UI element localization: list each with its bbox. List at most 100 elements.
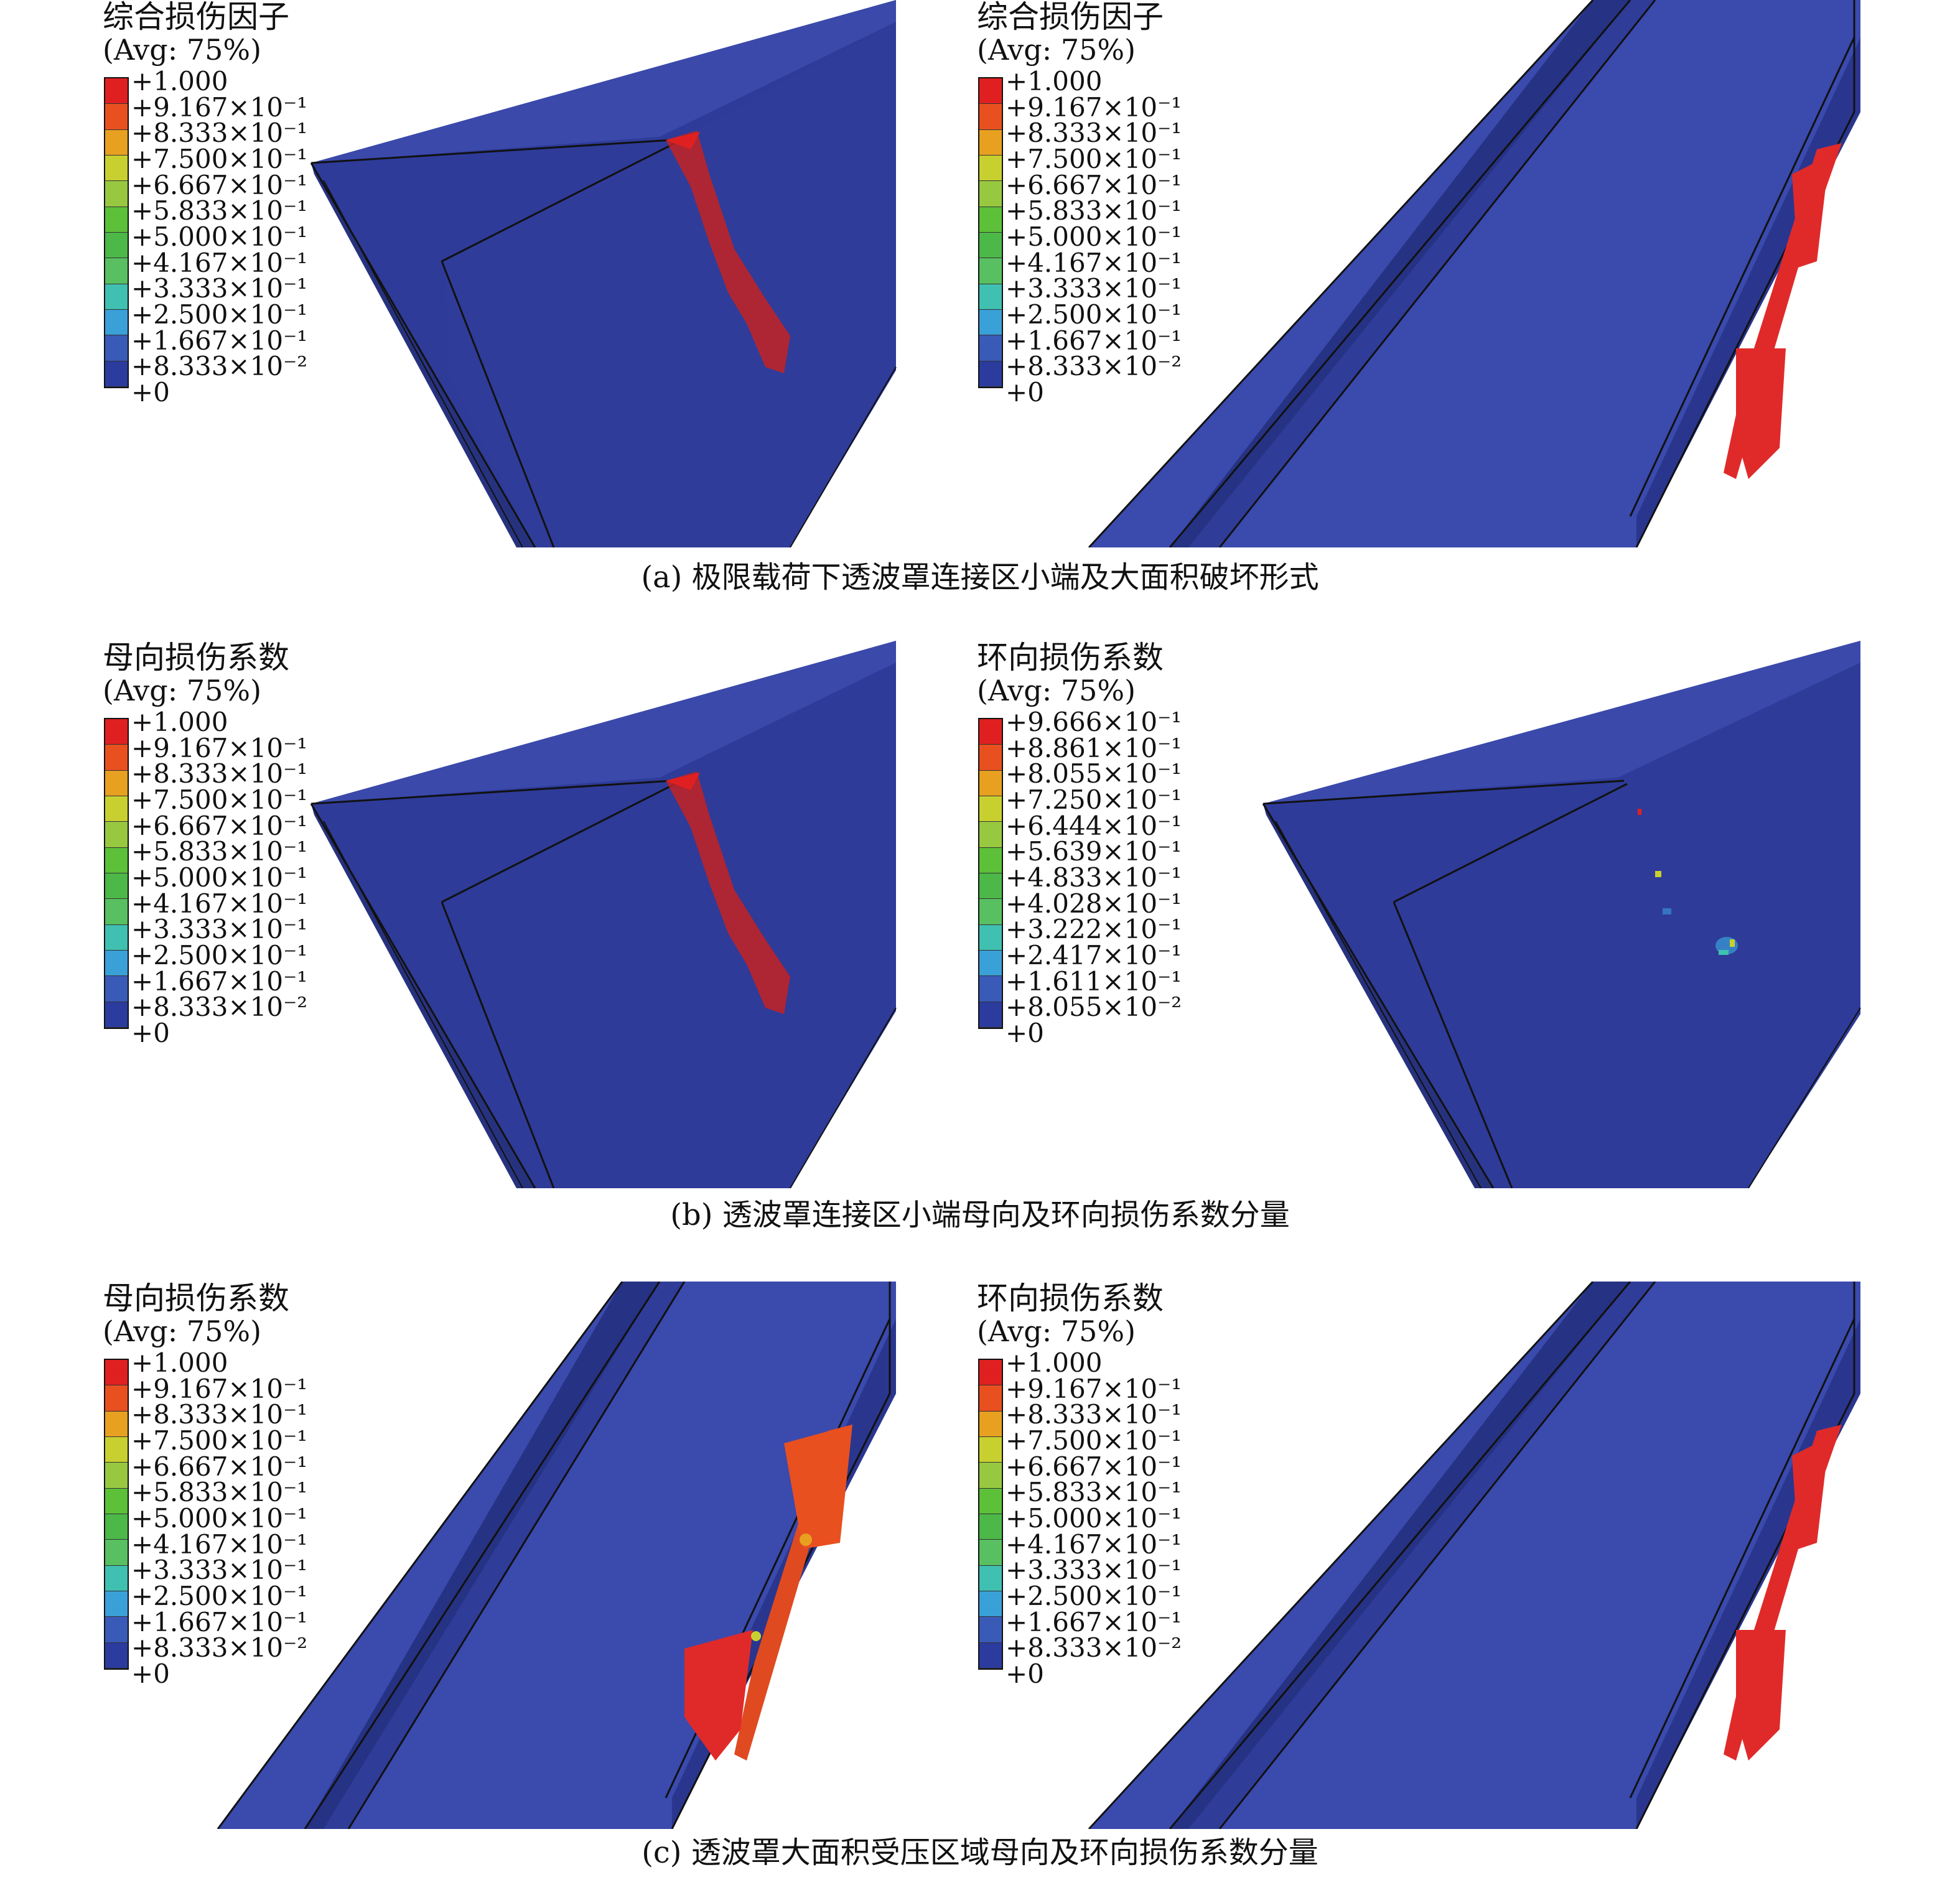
legend-tick-label: +4.167×10⁻¹ (1006, 247, 1182, 278)
legend-tick-label: +2.500×10⁻¹ (131, 1581, 308, 1611)
legend-tick-label: +0 (131, 1018, 170, 1048)
legend-swatch (979, 1591, 1002, 1617)
legend-tick-label: +1.000 (131, 66, 228, 96)
legend-swatch (105, 156, 128, 182)
legend-tick-label: +2.500×10⁻¹ (131, 299, 308, 330)
legend-color-bar (978, 718, 1003, 1029)
legend-tick-label: +9.167×10⁻¹ (131, 91, 308, 123)
legend-tick-label: +3.333×10⁻¹ (1006, 1555, 1182, 1586)
legend-swatch (105, 899, 128, 925)
legend-tick-label: +5.000×10⁻¹ (131, 862, 308, 893)
legend-swatch (979, 924, 1002, 951)
legend-swatch (105, 719, 128, 745)
legend-tick-label: +6.667×10⁻¹ (131, 1451, 308, 1482)
legend-tick-label: +0 (131, 377, 170, 407)
legend-tick-label: +1.000 (1006, 1347, 1103, 1378)
legend-swatch (979, 899, 1002, 925)
legend-tick-label: +8.333×10⁻¹ (131, 118, 308, 149)
legend-tick-label: +1.000 (1006, 66, 1103, 96)
legend-tick-label: +0 (131, 1659, 170, 1689)
legend-swatch (979, 1002, 1002, 1028)
legend-tick-label: +1.667×10⁻¹ (131, 325, 308, 356)
legend-tick-label: +4.167×10⁻¹ (131, 1529, 308, 1560)
legend-swatch (979, 1514, 1002, 1540)
panel-c-left: 母向损伤系数 (Avg: 75%) +1.000 +9.167×10⁻¹ +8.33… (0, 1282, 933, 1829)
legend-swatch (105, 335, 128, 361)
legend-tick-label: +1.667×10⁻¹ (131, 966, 308, 997)
legend-swatch (979, 1411, 1002, 1437)
legend-swatch (979, 1437, 1002, 1463)
legend-swatch (979, 770, 1002, 796)
legend-tick-label: +7.500×10⁻¹ (131, 144, 308, 174)
legend-title: 母向损伤系数 (103, 640, 289, 676)
legend-tick-label: +9.167×10⁻¹ (131, 1373, 308, 1404)
legend-tick-label: +7.500×10⁻¹ (1006, 144, 1182, 174)
legend-swatch (105, 847, 128, 873)
legend-avg: (Avg: 75%) (977, 674, 1136, 707)
legend-color-bar (104, 718, 129, 1029)
legend-swatch (105, 1002, 128, 1028)
legend-tick-label: +2.500×10⁻¹ (131, 940, 308, 970)
legend-color-bar (978, 77, 1003, 388)
panel-c-right: 环向损伤系数 (Avg: 75%) +1.000 +9.167×10⁻¹ +8.33… (933, 1282, 1960, 1829)
legend-tick-label: +6.667×10⁻¹ (131, 810, 308, 841)
caption-b: (b) 透波罩连接区小端母向及环向损伤系数分量 (670, 1198, 1290, 1232)
legend-tick-label: +1.000 (131, 1347, 228, 1378)
legend-swatch (105, 361, 128, 387)
legend-tick-label: +0 (1006, 377, 1044, 407)
legend-tick-label: +1.611×10⁻¹ (1006, 966, 1182, 997)
legend-swatch (105, 976, 128, 1002)
legend-tick-label: +8.333×10⁻² (1006, 351, 1182, 382)
legend-title: 母向损伤系数 (103, 1280, 289, 1316)
legend-swatch (105, 1437, 128, 1463)
legend-tick-label: +9.167×10⁻¹ (1006, 91, 1182, 123)
legend-swatch (105, 770, 128, 796)
legend-swatch (105, 78, 128, 105)
legend-swatch (105, 1488, 128, 1514)
small-end-model (310, 0, 897, 547)
legend-swatch (105, 258, 128, 284)
legend-tick-label: +7.250×10⁻¹ (1006, 784, 1182, 815)
legend-swatch (979, 310, 1002, 336)
legend-tick-label: +7.500×10⁻¹ (131, 1425, 308, 1456)
legend-tick-label: +4.167×10⁻¹ (1006, 1529, 1182, 1560)
legend-tick-label: +5.000×10⁻¹ (131, 221, 308, 252)
panel-a-right: 综合损伤因子 (Avg: 75%) +1.000 +9.167×10⁻¹ +8.33… (933, 0, 1960, 547)
legend-tick-label: +8.055×10⁻¹ (1006, 758, 1182, 789)
legend-tick-label: +5.833×10⁻¹ (131, 1477, 308, 1508)
legend-tick-label: +2.500×10⁻¹ (1006, 299, 1182, 330)
legend-tick-label: +5.000×10⁻¹ (131, 1503, 308, 1533)
legend-swatch (979, 1385, 1002, 1412)
legend-title: 综合损伤因子 (103, 0, 289, 35)
legend-swatch (979, 1617, 1002, 1643)
panel-b-right: 环向损伤系数 (Avg: 75%) +9.666×10⁻¹ +8.861×10⁻¹… (933, 641, 1960, 1188)
legend-tick-label: +5.000×10⁻¹ (1006, 221, 1182, 252)
legend-swatch (105, 104, 128, 130)
legend-color-bar (104, 77, 129, 388)
legend-tick-label: +6.667×10⁻¹ (1006, 1451, 1182, 1482)
legend-swatch (979, 361, 1002, 387)
legend-tick-label: +2.417×10⁻¹ (1006, 940, 1182, 970)
legend-color-bar (978, 1359, 1003, 1670)
legend-swatch (105, 129, 128, 156)
legend-swatch (105, 1411, 128, 1437)
legend-swatch (979, 847, 1002, 873)
legend-swatch (105, 745, 128, 771)
legend-title: 环向损伤系数 (977, 640, 1164, 676)
legend-swatch (105, 207, 128, 233)
legend-tick-label: +9.167×10⁻¹ (131, 732, 308, 763)
legend-tick-label: +1.667×10⁻¹ (131, 1606, 308, 1637)
legend-tick-label: +7.500×10⁻¹ (131, 784, 308, 815)
legend-tick-label: +8.333×10⁻¹ (1006, 1399, 1182, 1430)
legend-swatch (105, 1360, 128, 1386)
legend-tick-label: +5.833×10⁻¹ (131, 836, 308, 867)
legend-swatch (105, 822, 128, 848)
legend-tick-label: +5.000×10⁻¹ (1006, 1503, 1182, 1533)
legend-tick-label: +8.333×10⁻¹ (131, 1399, 308, 1430)
legend-swatch (979, 976, 1002, 1002)
legend-swatch (105, 1565, 128, 1591)
legend-swatch (979, 745, 1002, 771)
legend-swatch (105, 1463, 128, 1489)
legend-swatch (979, 719, 1002, 745)
legend-swatch (979, 207, 1002, 233)
